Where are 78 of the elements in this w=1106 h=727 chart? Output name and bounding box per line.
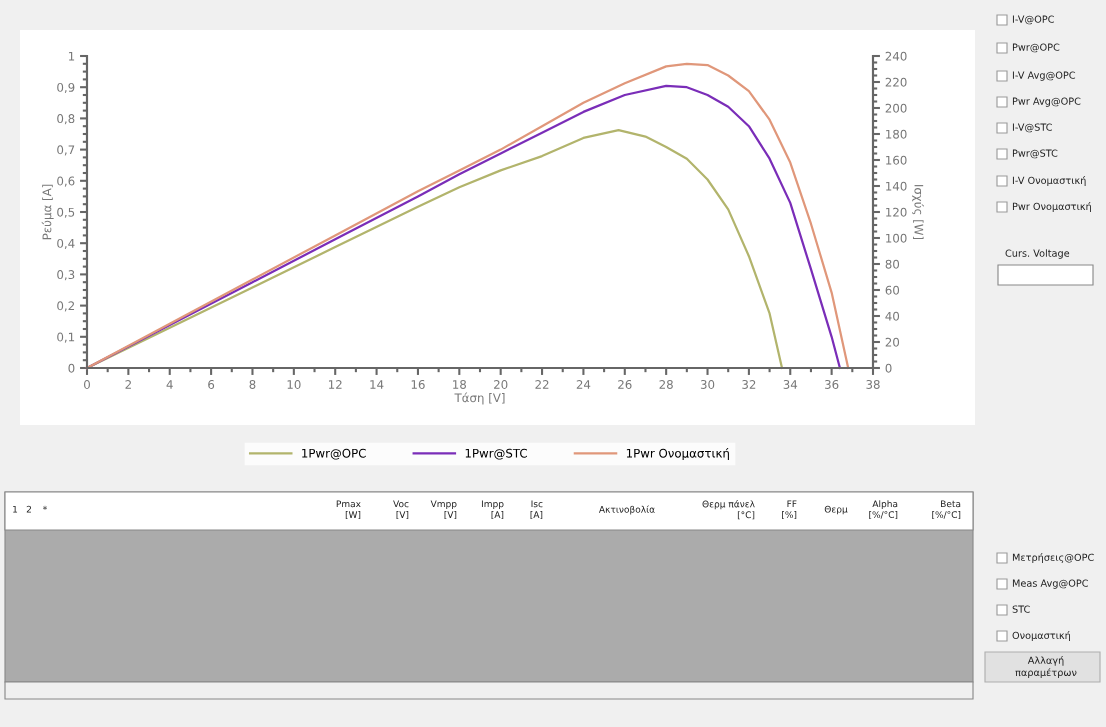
x-axis-title: Τάση [V] <box>454 392 505 405</box>
y2-tick-label: 60 <box>885 285 900 295</box>
x-tick-label: 16 <box>411 380 425 389</box>
text: I-V@STC <box>1012 123 1052 133</box>
y2-axis-title: Ισχύς [W] <box>912 185 925 240</box>
y2-tick-label: 0 <box>885 363 892 373</box>
text: 1 <box>13 505 18 513</box>
x-tick-label: 32 <box>742 380 756 389</box>
text: Pwr Avg@OPC <box>1012 97 1081 107</box>
y-tick-label: 0,6 <box>57 176 75 187</box>
legend-label: 1Pwr@OPC <box>302 448 366 460</box>
x-tick-label: 2 <box>125 380 131 389</box>
text: Pwr@OPC <box>1012 43 1060 53</box>
text: Alpha [%/°C] <box>869 500 898 520</box>
text: Isc [A] <box>530 500 543 520</box>
x-tick-label: 20 <box>494 380 508 389</box>
y2-tick-label: 80 <box>885 259 900 269</box>
x-tick-label: 6 <box>208 380 215 389</box>
text: I-V Avg@OPC <box>1012 71 1076 81</box>
x-tick-label: 36 <box>825 380 839 389</box>
text: Vmpp [V] <box>430 500 457 520</box>
text: Μετρήσεις@OPC <box>1012 553 1094 563</box>
x-tick-label: 34 <box>783 380 798 389</box>
text: STC <box>1012 605 1030 613</box>
y-tick-label: 1 <box>68 51 75 61</box>
y2-tick-label: 120 <box>886 207 907 217</box>
text: Αλλαγή παραμέτρων <box>1015 656 1077 678</box>
text: * <box>43 505 47 510</box>
text: Beta [%/°C] <box>932 500 961 520</box>
x-tick-label: 14 <box>370 380 384 389</box>
y-tick-label: 0,3 <box>57 270 75 281</box>
text: Curs. Voltage <box>1005 249 1070 259</box>
text: Meas Avg@OPC <box>1012 579 1088 589</box>
text: FF [%] <box>782 500 797 520</box>
y-tick-label: 0,9 <box>57 82 75 94</box>
text: Pwr Ονομαστική <box>1012 202 1091 212</box>
x-tick-label: 30 <box>700 380 715 389</box>
y-axis-title: Ρεύμα [A] <box>41 184 54 240</box>
y-tick-label: 0,5 <box>57 207 75 218</box>
text: Voc [V] <box>393 500 409 520</box>
text: Ονομαστική <box>1012 631 1070 641</box>
y-tick-label: 0,1 <box>57 332 75 343</box>
x-tick-label: 12 <box>329 380 342 389</box>
text: Θερμ <box>824 505 848 515</box>
y-tick-label: 0,7 <box>57 145 75 156</box>
y-tick-label: 0,4 <box>57 238 75 250</box>
text: Pmax [W] <box>336 500 361 520</box>
y2-tick-label: 40 <box>885 311 900 321</box>
text: I-V Ονομαστική <box>1012 176 1086 186</box>
y2-tick-label: 100 <box>886 233 907 243</box>
y2-tick-label: 140 <box>886 181 907 191</box>
legend-label: 1Pwr@STC <box>465 448 527 460</box>
x-tick-label: 22 <box>535 380 549 389</box>
text: I-V@OPC <box>1012 15 1054 25</box>
y2-tick-label: 20 <box>885 337 900 347</box>
x-tick-label: 4 <box>166 380 173 389</box>
text: Impp [A] <box>481 500 504 520</box>
y2-tick-label: 160 <box>886 155 907 165</box>
y-tick-label: 0 <box>68 363 75 373</box>
y2-tick-label: 240 <box>885 51 907 61</box>
x-tick-label: 28 <box>659 380 673 389</box>
x-tick-label: 38 <box>866 380 880 389</box>
x-tick-label: 0 <box>84 380 90 389</box>
text: Θερμ πάνελ [°C] <box>702 500 755 520</box>
y2-tick-label: 220 <box>885 77 907 87</box>
legend-label: 1Pwr Ονομαστική <box>626 448 729 460</box>
y-tick-label: 0,8 <box>57 114 75 125</box>
y2-tick-label: 200 <box>885 103 907 113</box>
y2-tick-label: 180 <box>886 129 907 139</box>
x-tick-label: 26 <box>618 380 632 389</box>
x-tick-label: 18 <box>453 380 467 389</box>
text: 2 <box>26 505 31 513</box>
x-tick-label: 10 <box>287 380 301 389</box>
text: Ακτινοβολία <box>598 505 655 515</box>
text: Pwr@STC <box>1012 149 1058 159</box>
x-tick-label: 8 <box>249 380 256 389</box>
x-tick-label: 24 <box>576 380 591 389</box>
y-tick-label: 0,2 <box>57 301 75 312</box>
